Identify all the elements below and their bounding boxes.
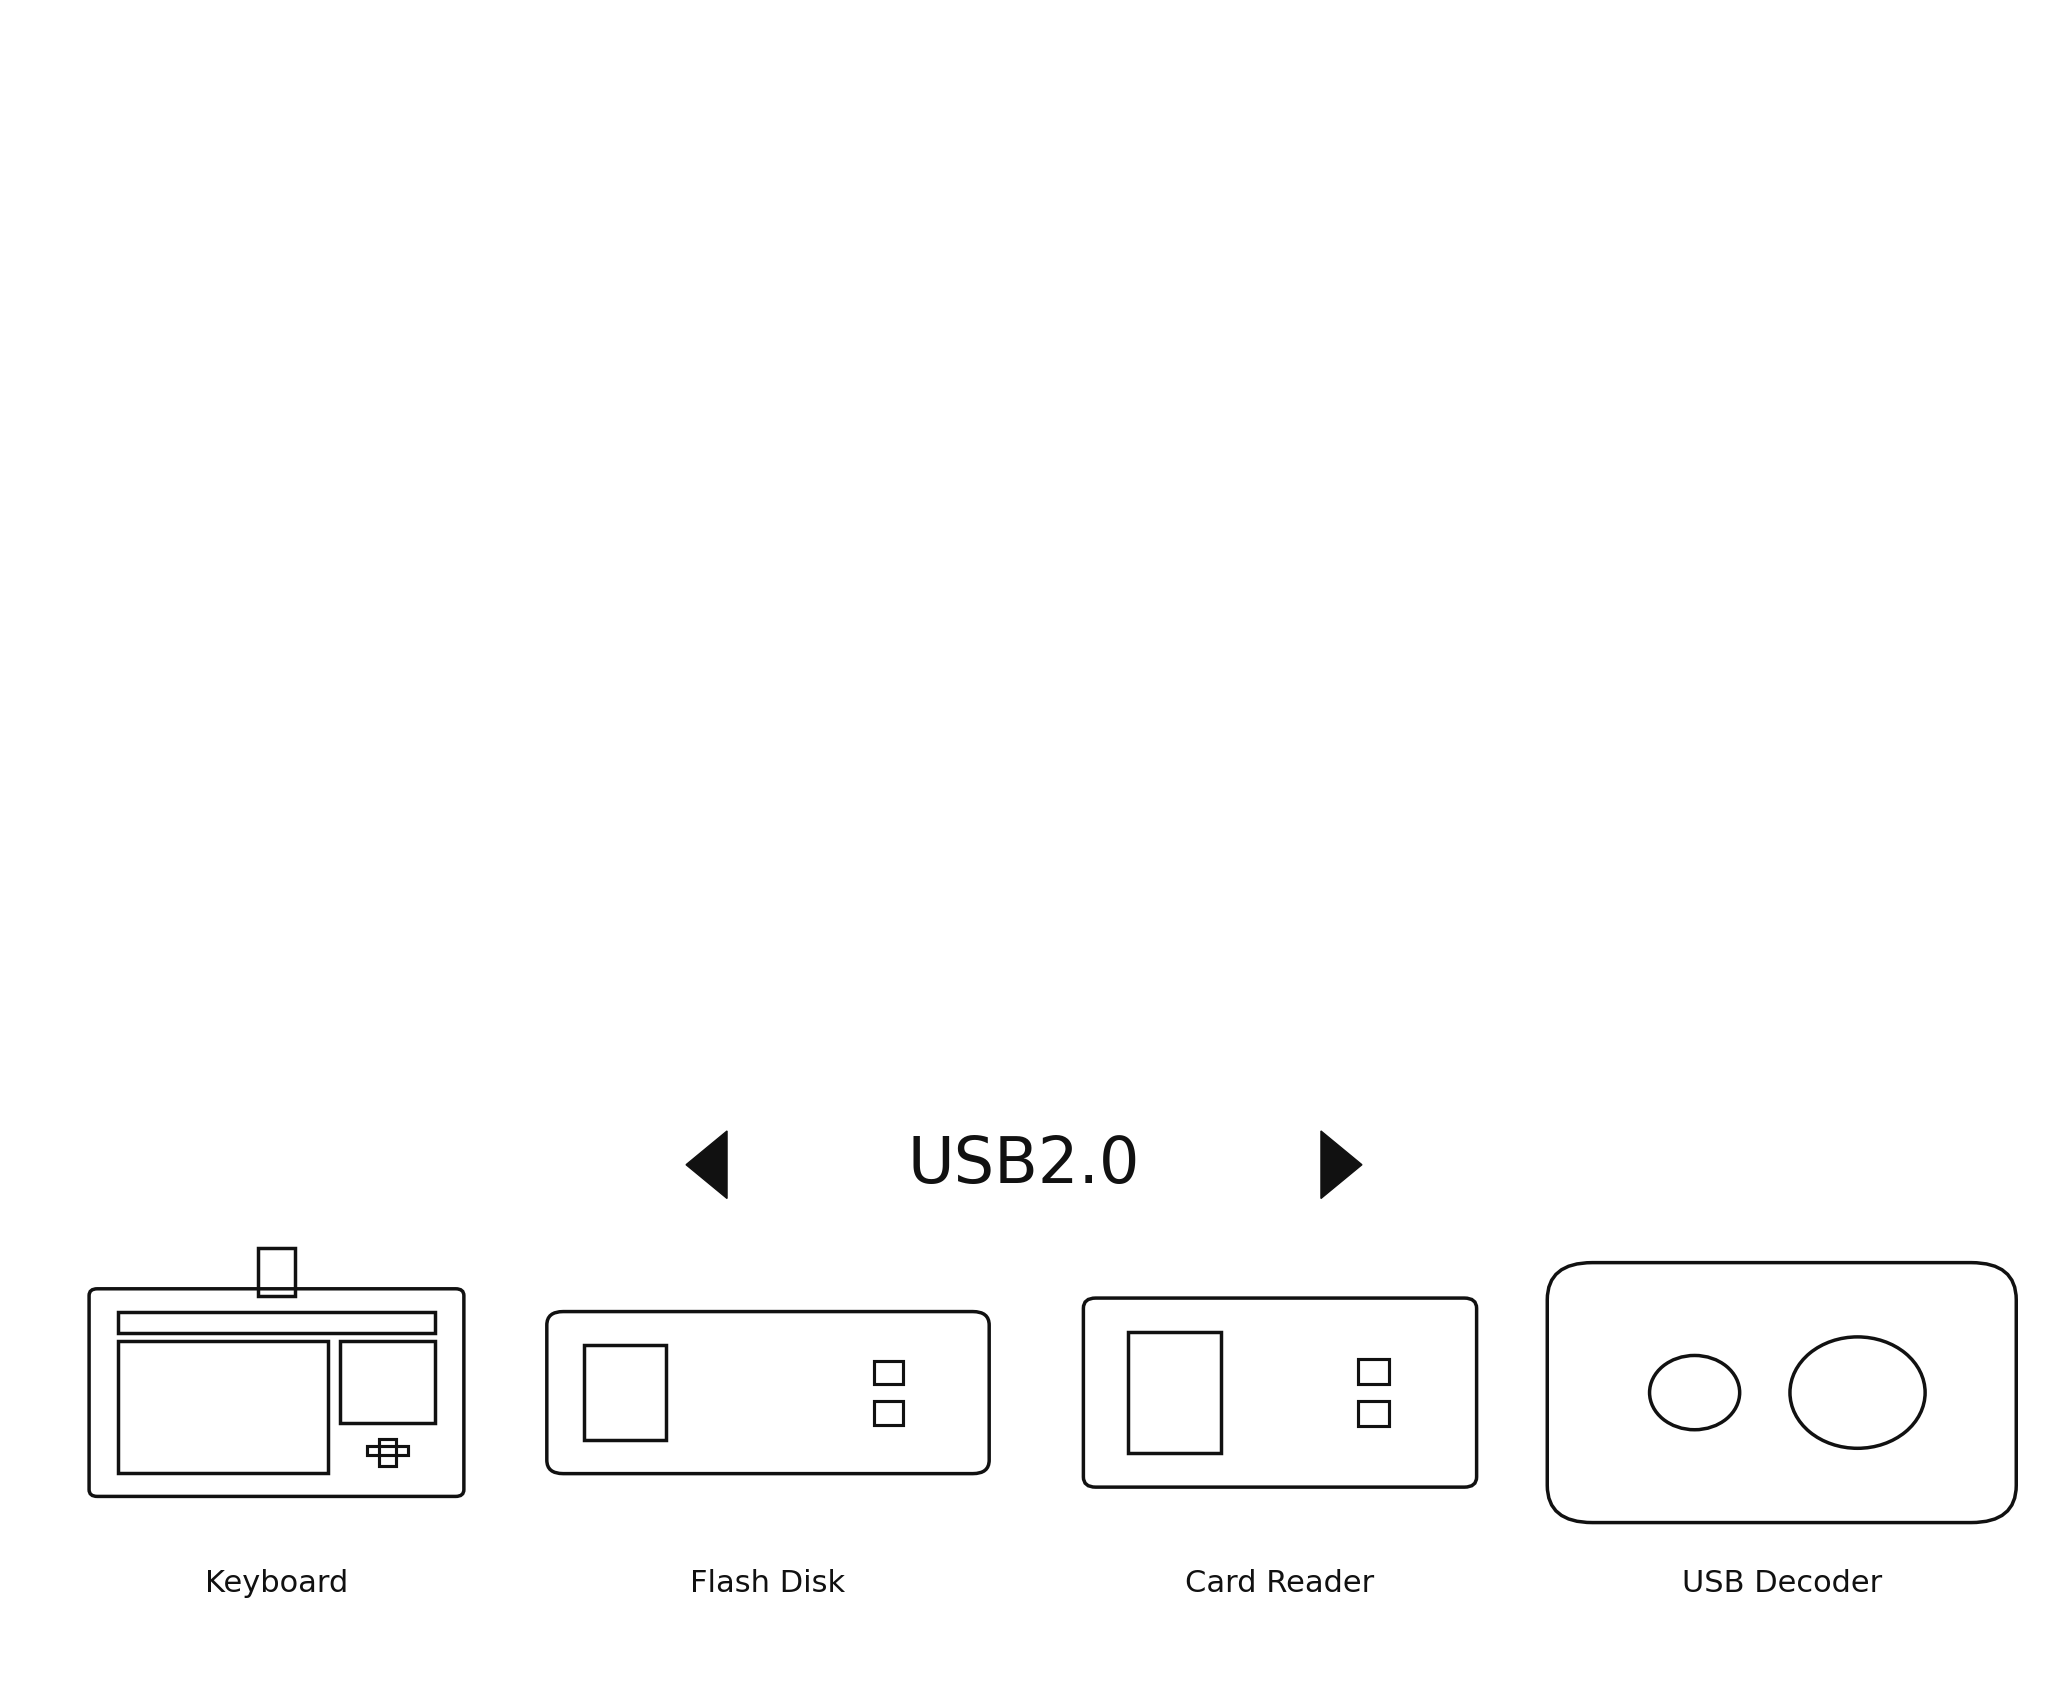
Bar [340,1340,436,1423]
Bar [367,1445,408,1455]
Bar [258,1247,295,1296]
Bar [379,1438,395,1465]
Text: USB2.0: USB2.0 [907,1134,1141,1195]
Bar [1128,1332,1221,1453]
Polygon shape [1321,1131,1362,1198]
Bar [119,1340,328,1472]
Polygon shape [686,1131,727,1198]
Bar [1358,1401,1389,1426]
Bar [119,1313,436,1334]
Text: Flash Disk: Flash Disk [690,1568,846,1599]
Bar [874,1361,903,1384]
Bar [584,1345,666,1440]
Text: Card Reader: Card Reader [1186,1568,1374,1599]
Bar [874,1401,903,1425]
Bar [1358,1359,1389,1384]
Text: Keyboard: Keyboard [205,1568,348,1599]
Text: USB Decoder: USB Decoder [1681,1568,1882,1599]
